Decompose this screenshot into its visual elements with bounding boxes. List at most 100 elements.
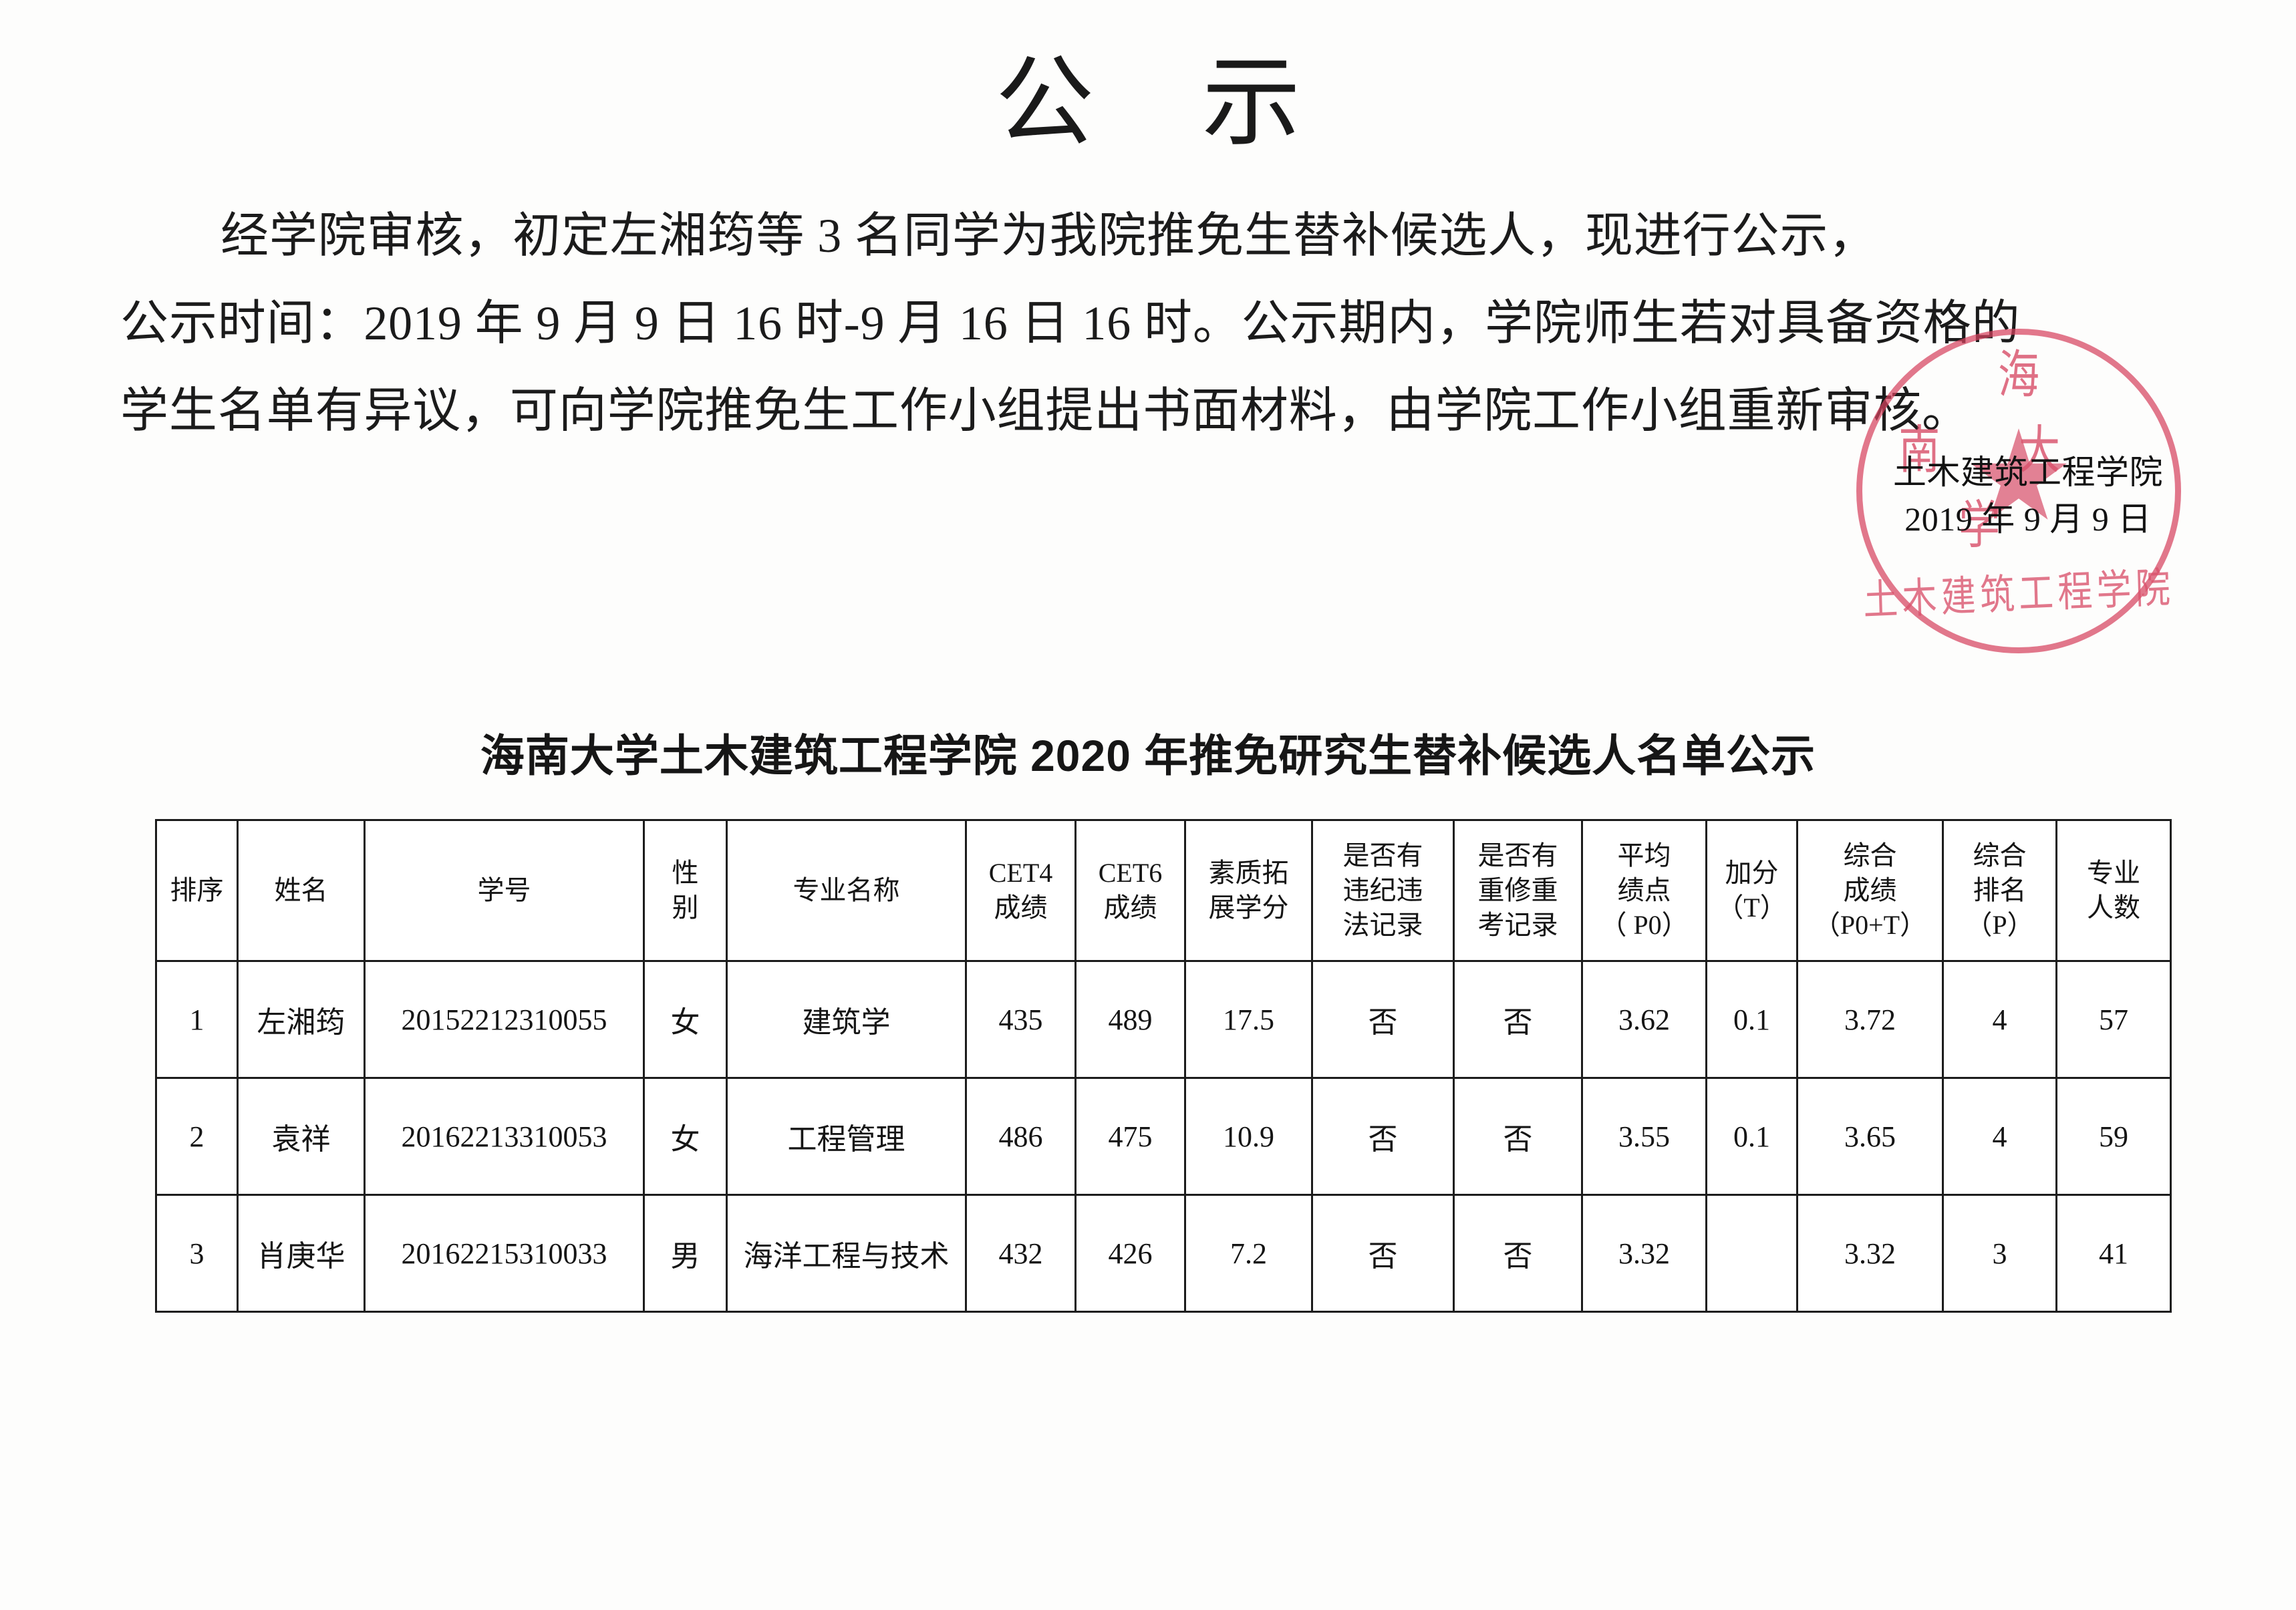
column-header-rank: 排序 — [155, 819, 239, 962]
cell-gender: 女 — [643, 1077, 728, 1196]
cell-major-size: 59 — [2055, 1077, 2172, 1196]
header-line: （P0+T） — [1813, 910, 1927, 940]
cell-gpa: 3.55 — [1581, 1077, 1707, 1196]
header-line: 人数 — [2087, 893, 2140, 923]
cell-total-score: 3.32 — [1796, 1194, 1944, 1313]
header-line: 违纪违 — [1342, 875, 1423, 905]
column-header-total-score: 综合成绩 （P0+T） — [1796, 819, 1944, 962]
header-line: 素质拓 — [1208, 858, 1289, 888]
cell-rank: 1 — [155, 960, 239, 1079]
cell-rank: 3 — [155, 1194, 239, 1313]
cell-cet4: 432 — [965, 1194, 1077, 1313]
cell-retake: 否 — [1453, 960, 1583, 1079]
header-line: （T） — [1717, 893, 1787, 923]
cell-student-id: 20152212310055 — [364, 960, 645, 1079]
cell-cet6: 426 — [1074, 1194, 1186, 1313]
body-line-3: 学生名单有异议，可向学院推免生工作小组提出书面材料，由学院工作小组重新审核。 — [120, 384, 1971, 438]
column-header-quality-credits: 素质拓 展学分 — [1184, 819, 1313, 962]
table-row: 3 肖庚华 20162215310033 男 海洋工程与技术 432 426 7… — [155, 1194, 2172, 1313]
header-line: 法记录 — [1342, 910, 1423, 940]
table-body: 1 左湘筠 20152212310055 女 建筑学 435 489 17.5 … — [155, 960, 2172, 1313]
header-line: （ P0） — [1600, 910, 1689, 940]
cell-cet6: 475 — [1074, 1077, 1186, 1196]
cell-cet4: 486 — [965, 1077, 1077, 1196]
column-header-violation: 是否有 违纪违 法记录 — [1311, 819, 1455, 962]
table-header-row: 排序 姓名 学号 性别 专业名称 CET4 成绩 CET6 成绩 素质拓 展学分 是否… — [155, 819, 2172, 962]
seal-inner: 海南大学 土木建筑工程学院 — [1862, 335, 2175, 647]
cell-gpa: 3.62 — [1581, 960, 1707, 1079]
body-paragraph: 经学院审核，初定左湘筠等 3 名同学为我院推免生替补候选人，现进行公示， 公示时… — [120, 192, 2185, 455]
table-row: 2 袁祥 20162213310053 女 工程管理 486 475 10.9 … — [155, 1077, 2172, 1196]
header-line: 成绩 — [1103, 893, 1157, 923]
header-line: 重修重 — [1477, 875, 1558, 905]
cell-cet4: 435 — [965, 960, 1077, 1079]
table-row: 1 左湘筠 20152212310055 女 建筑学 435 489 17.5 … — [155, 960, 2172, 1079]
header-line: 别 — [672, 893, 699, 923]
cell-bonus: 0.1 — [1705, 960, 1798, 1079]
cell-name: 袁祥 — [237, 1077, 366, 1196]
signature-organization: 土木建筑工程学院 — [1893, 454, 2163, 491]
official-seal-icon: 海南大学 土木建筑工程学院 — [1856, 329, 2181, 653]
header-line: 综合 — [1973, 840, 2027, 870]
column-header-major: 专业名称 — [726, 819, 967, 962]
table-header: 排序 姓名 学号 性别 专业名称 CET4 成绩 CET6 成绩 素质拓 展学分 是否… — [155, 819, 2172, 962]
header-line: 专业 — [2087, 858, 2140, 888]
cell-total-score: 3.72 — [1796, 960, 1944, 1079]
table-caption: 海南大学土木建筑工程学院 2020 年推免研究生替补候选人名单公示 — [480, 731, 1816, 780]
cell-major: 海洋工程与技术 — [726, 1194, 967, 1313]
cell-quality-credits: 17.5 — [1184, 960, 1313, 1079]
signature-block: 土木建筑工程学院 2019 年 9 月 9 日 — [1884, 449, 2172, 542]
column-header-overall-rank: 综合排名 （P） — [1942, 819, 2057, 962]
cell-gender: 女 — [643, 960, 728, 1079]
cell-overall-rank: 4 — [1942, 960, 2057, 1079]
cell-cet6: 489 — [1074, 960, 1186, 1079]
header-line: 展学分 — [1208, 893, 1289, 923]
column-header-gpa: 平均绩点 （ P0） — [1581, 819, 1707, 962]
body-line-1: 经学院审核，初定左湘筠等 3 名同学为我院推免生替补候选人，现进行公示， — [221, 209, 1878, 263]
cell-gpa: 3.32 — [1581, 1194, 1707, 1313]
cell-quality-credits: 7.2 — [1184, 1194, 1313, 1313]
cell-major-size: 41 — [2055, 1194, 2172, 1313]
header-line: 排名 — [1973, 875, 2027, 905]
signature-date: 2019 年 9 月 9 日 — [1904, 500, 2152, 538]
cell-rank: 2 — [155, 1077, 239, 1196]
cell-bonus: 0.1 — [1705, 1077, 1798, 1196]
column-header-major-size: 专业 人数 — [2055, 819, 2172, 962]
header-line: 成绩 — [994, 893, 1048, 923]
cell-bonus — [1705, 1194, 1798, 1313]
header-line: 平均 — [1617, 840, 1671, 870]
cell-retake: 否 — [1453, 1194, 1583, 1313]
cell-name: 肖庚华 — [237, 1194, 366, 1313]
cell-retake: 否 — [1453, 1077, 1583, 1196]
candidates-table: 排序 姓名 学号 性别 专业名称 CET4 成绩 CET6 成绩 素质拓 展学分 是否… — [155, 819, 2172, 1313]
cell-student-id: 20162215310033 — [364, 1194, 645, 1313]
header-line: 绩点 — [1617, 875, 1671, 905]
page-title: 公 示 — [995, 49, 1342, 158]
column-header-bonus: 加分 （T） — [1705, 819, 1798, 962]
seal-bottom-text: 土木建筑工程学院 — [1862, 565, 2176, 625]
column-header-student-id: 学号 — [364, 819, 645, 962]
header-line: 综合 — [1843, 840, 1897, 870]
header-line: 成绩 — [1843, 875, 1897, 905]
header-line: 考记录 — [1477, 910, 1558, 940]
cell-gender: 男 — [643, 1194, 728, 1313]
body-line-2: 公示时间：2019 年 9 月 9 日 16 时-9 月 16 日 16 时。公… — [120, 297, 2021, 350]
cell-name: 左湘筠 — [237, 960, 366, 1079]
cell-violation: 否 — [1311, 960, 1455, 1079]
header-line: 是否有 — [1342, 840, 1423, 870]
cell-student-id: 20162213310053 — [364, 1077, 645, 1196]
cell-overall-rank: 4 — [1942, 1077, 2057, 1196]
column-header-cet6: CET6 成绩 — [1074, 819, 1186, 962]
cell-major-size: 57 — [2055, 960, 2172, 1079]
header-line: （P） — [1965, 910, 2034, 940]
cell-overall-rank: 3 — [1942, 1194, 2057, 1313]
header-line: 性 — [672, 858, 699, 888]
header-line: 排序 — [170, 875, 224, 905]
column-header-retake: 是否有 重修重 考记录 — [1453, 819, 1583, 962]
header-line: 专业名称 — [793, 875, 900, 905]
header-line: 是否有 — [1477, 840, 1558, 870]
cell-major: 建筑学 — [726, 960, 967, 1079]
cell-quality-credits: 10.9 — [1184, 1077, 1313, 1196]
header-line: CET6 — [1098, 858, 1163, 888]
